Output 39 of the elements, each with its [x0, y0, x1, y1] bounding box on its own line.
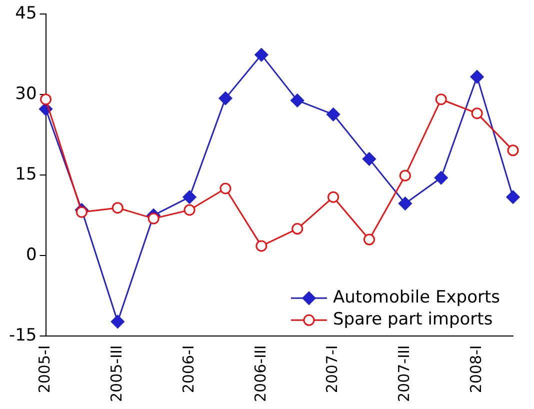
point	[399, 170, 411, 182]
point	[182, 190, 196, 204]
point	[76, 206, 88, 218]
x-tick-label: 2007-I	[323, 345, 342, 394]
point	[256, 240, 268, 252]
x-tick-label: 2005-III	[108, 345, 126, 402]
x-tick-label: 2007-III	[395, 345, 414, 402]
point	[470, 70, 484, 84]
y-tick-label: -15	[8, 326, 37, 346]
legend-label: Automobile Exports	[332, 288, 500, 308]
legend-label: Spare part imports	[332, 310, 493, 330]
x-tick-label: 2008-I	[466, 345, 485, 394]
point	[292, 223, 304, 235]
point	[506, 190, 520, 204]
point	[184, 204, 196, 216]
y-tick-label: 0	[26, 245, 37, 266]
point	[326, 108, 340, 122]
y-tick-label: 30	[15, 84, 37, 104]
point	[254, 48, 268, 62]
y-tick-label: 15	[15, 164, 37, 184]
point	[110, 314, 124, 328]
point	[328, 191, 340, 203]
point	[290, 94, 304, 108]
x-tick-label: 2006-I	[179, 345, 198, 394]
point	[40, 94, 52, 106]
point	[218, 92, 232, 106]
point	[434, 171, 448, 185]
point	[148, 212, 160, 224]
point	[435, 94, 447, 106]
point	[507, 144, 519, 156]
point	[471, 108, 483, 120]
point	[363, 234, 375, 246]
point	[362, 152, 376, 166]
point	[112, 202, 124, 214]
x-tick-label: 2005-I	[36, 345, 54, 394]
point	[398, 196, 412, 210]
y-tick-label: 45	[15, 3, 37, 24]
x-tick-label: 2006-III	[251, 345, 270, 402]
point	[220, 182, 232, 194]
